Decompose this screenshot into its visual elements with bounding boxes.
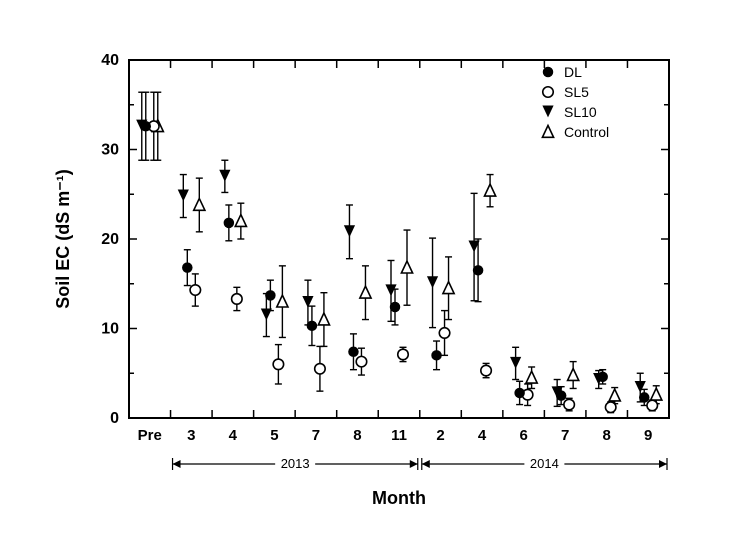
point-DL (348, 347, 359, 358)
point-Control (401, 261, 412, 273)
year-range-arrow (659, 460, 667, 468)
point-SL5 (605, 402, 616, 413)
x-axis-label: Month (372, 488, 426, 508)
legend-label: Control (564, 124, 609, 140)
point-SL5 (232, 294, 243, 305)
year-range-label: 2013 (281, 456, 310, 471)
legend-marker-SL5 (543, 87, 554, 98)
point-DL (141, 121, 152, 132)
y-tick-label: 0 (110, 410, 119, 427)
point-DL (514, 388, 525, 399)
x-tick-label: 7 (312, 427, 320, 444)
point-Control (235, 215, 246, 227)
point-DL (597, 372, 608, 383)
x-tick-label: 8 (603, 427, 611, 444)
legend-marker-Control (542, 125, 553, 137)
y-tick-label: 20 (101, 231, 119, 248)
point-DL (431, 350, 442, 361)
x-tick-label: 3 (187, 427, 195, 444)
x-tick-label: 2 (436, 427, 444, 444)
point-SL5 (315, 364, 326, 375)
legend-label: SL10 (564, 104, 597, 120)
y-tick-label: 30 (101, 142, 119, 159)
markers-layer (136, 120, 662, 413)
x-tick-label: 4 (229, 427, 238, 444)
y-axis-label: Soil EC (dS m⁻¹) (53, 169, 73, 309)
x-tick-label: 7 (561, 427, 569, 444)
point-SL5 (273, 359, 284, 370)
point-DL (265, 290, 276, 301)
point-SL10 (178, 189, 189, 201)
point-SL5 (564, 399, 575, 410)
point-DL (224, 218, 235, 229)
legend-label: SL5 (564, 84, 589, 100)
point-SL10 (427, 276, 438, 288)
point-DL (473, 265, 484, 276)
x-tick-label: 6 (519, 427, 527, 444)
point-Control (568, 368, 579, 380)
point-SL5 (190, 285, 201, 296)
year-range-arrow (410, 460, 418, 468)
legend-marker-DL (543, 67, 554, 78)
point-DL (639, 392, 650, 403)
year-range-arrow (422, 460, 430, 468)
legend-label: DL (564, 64, 582, 80)
x-tick-label: 11 (391, 427, 407, 444)
point-SL10 (510, 357, 521, 369)
point-Control (360, 286, 371, 298)
point-DL (556, 390, 567, 401)
point-Control (277, 295, 288, 307)
x-tick-label: 4 (478, 427, 487, 444)
point-Control (484, 184, 495, 196)
year-range-arrow (173, 460, 181, 468)
point-SL10 (261, 309, 272, 321)
point-SL10 (219, 170, 230, 182)
point-SL5 (356, 356, 367, 367)
x-tick-label: 8 (353, 427, 361, 444)
y-tick-label: 40 (101, 52, 119, 69)
point-SL5 (481, 365, 492, 376)
point-Control (318, 313, 329, 325)
x-tick-label: Pre (138, 427, 162, 444)
point-SL5 (647, 400, 658, 411)
point-DL (182, 262, 193, 273)
point-SL10 (344, 225, 355, 237)
y-tick-label: 10 (101, 321, 119, 338)
legend-marker-SL10 (542, 105, 553, 117)
point-SL5 (398, 349, 409, 360)
x-tick-label: 9 (644, 427, 652, 444)
errorbars-layer (138, 92, 659, 412)
point-DL (390, 302, 401, 313)
point-SL5 (439, 328, 450, 339)
point-Control (609, 389, 620, 401)
point-Control (651, 388, 662, 400)
point-DL (307, 321, 318, 332)
point-Control (194, 198, 205, 210)
year-range-label: 2014 (530, 456, 559, 471)
x-tick-label: 5 (270, 427, 278, 444)
point-Control (526, 371, 537, 383)
point-Control (443, 282, 454, 294)
